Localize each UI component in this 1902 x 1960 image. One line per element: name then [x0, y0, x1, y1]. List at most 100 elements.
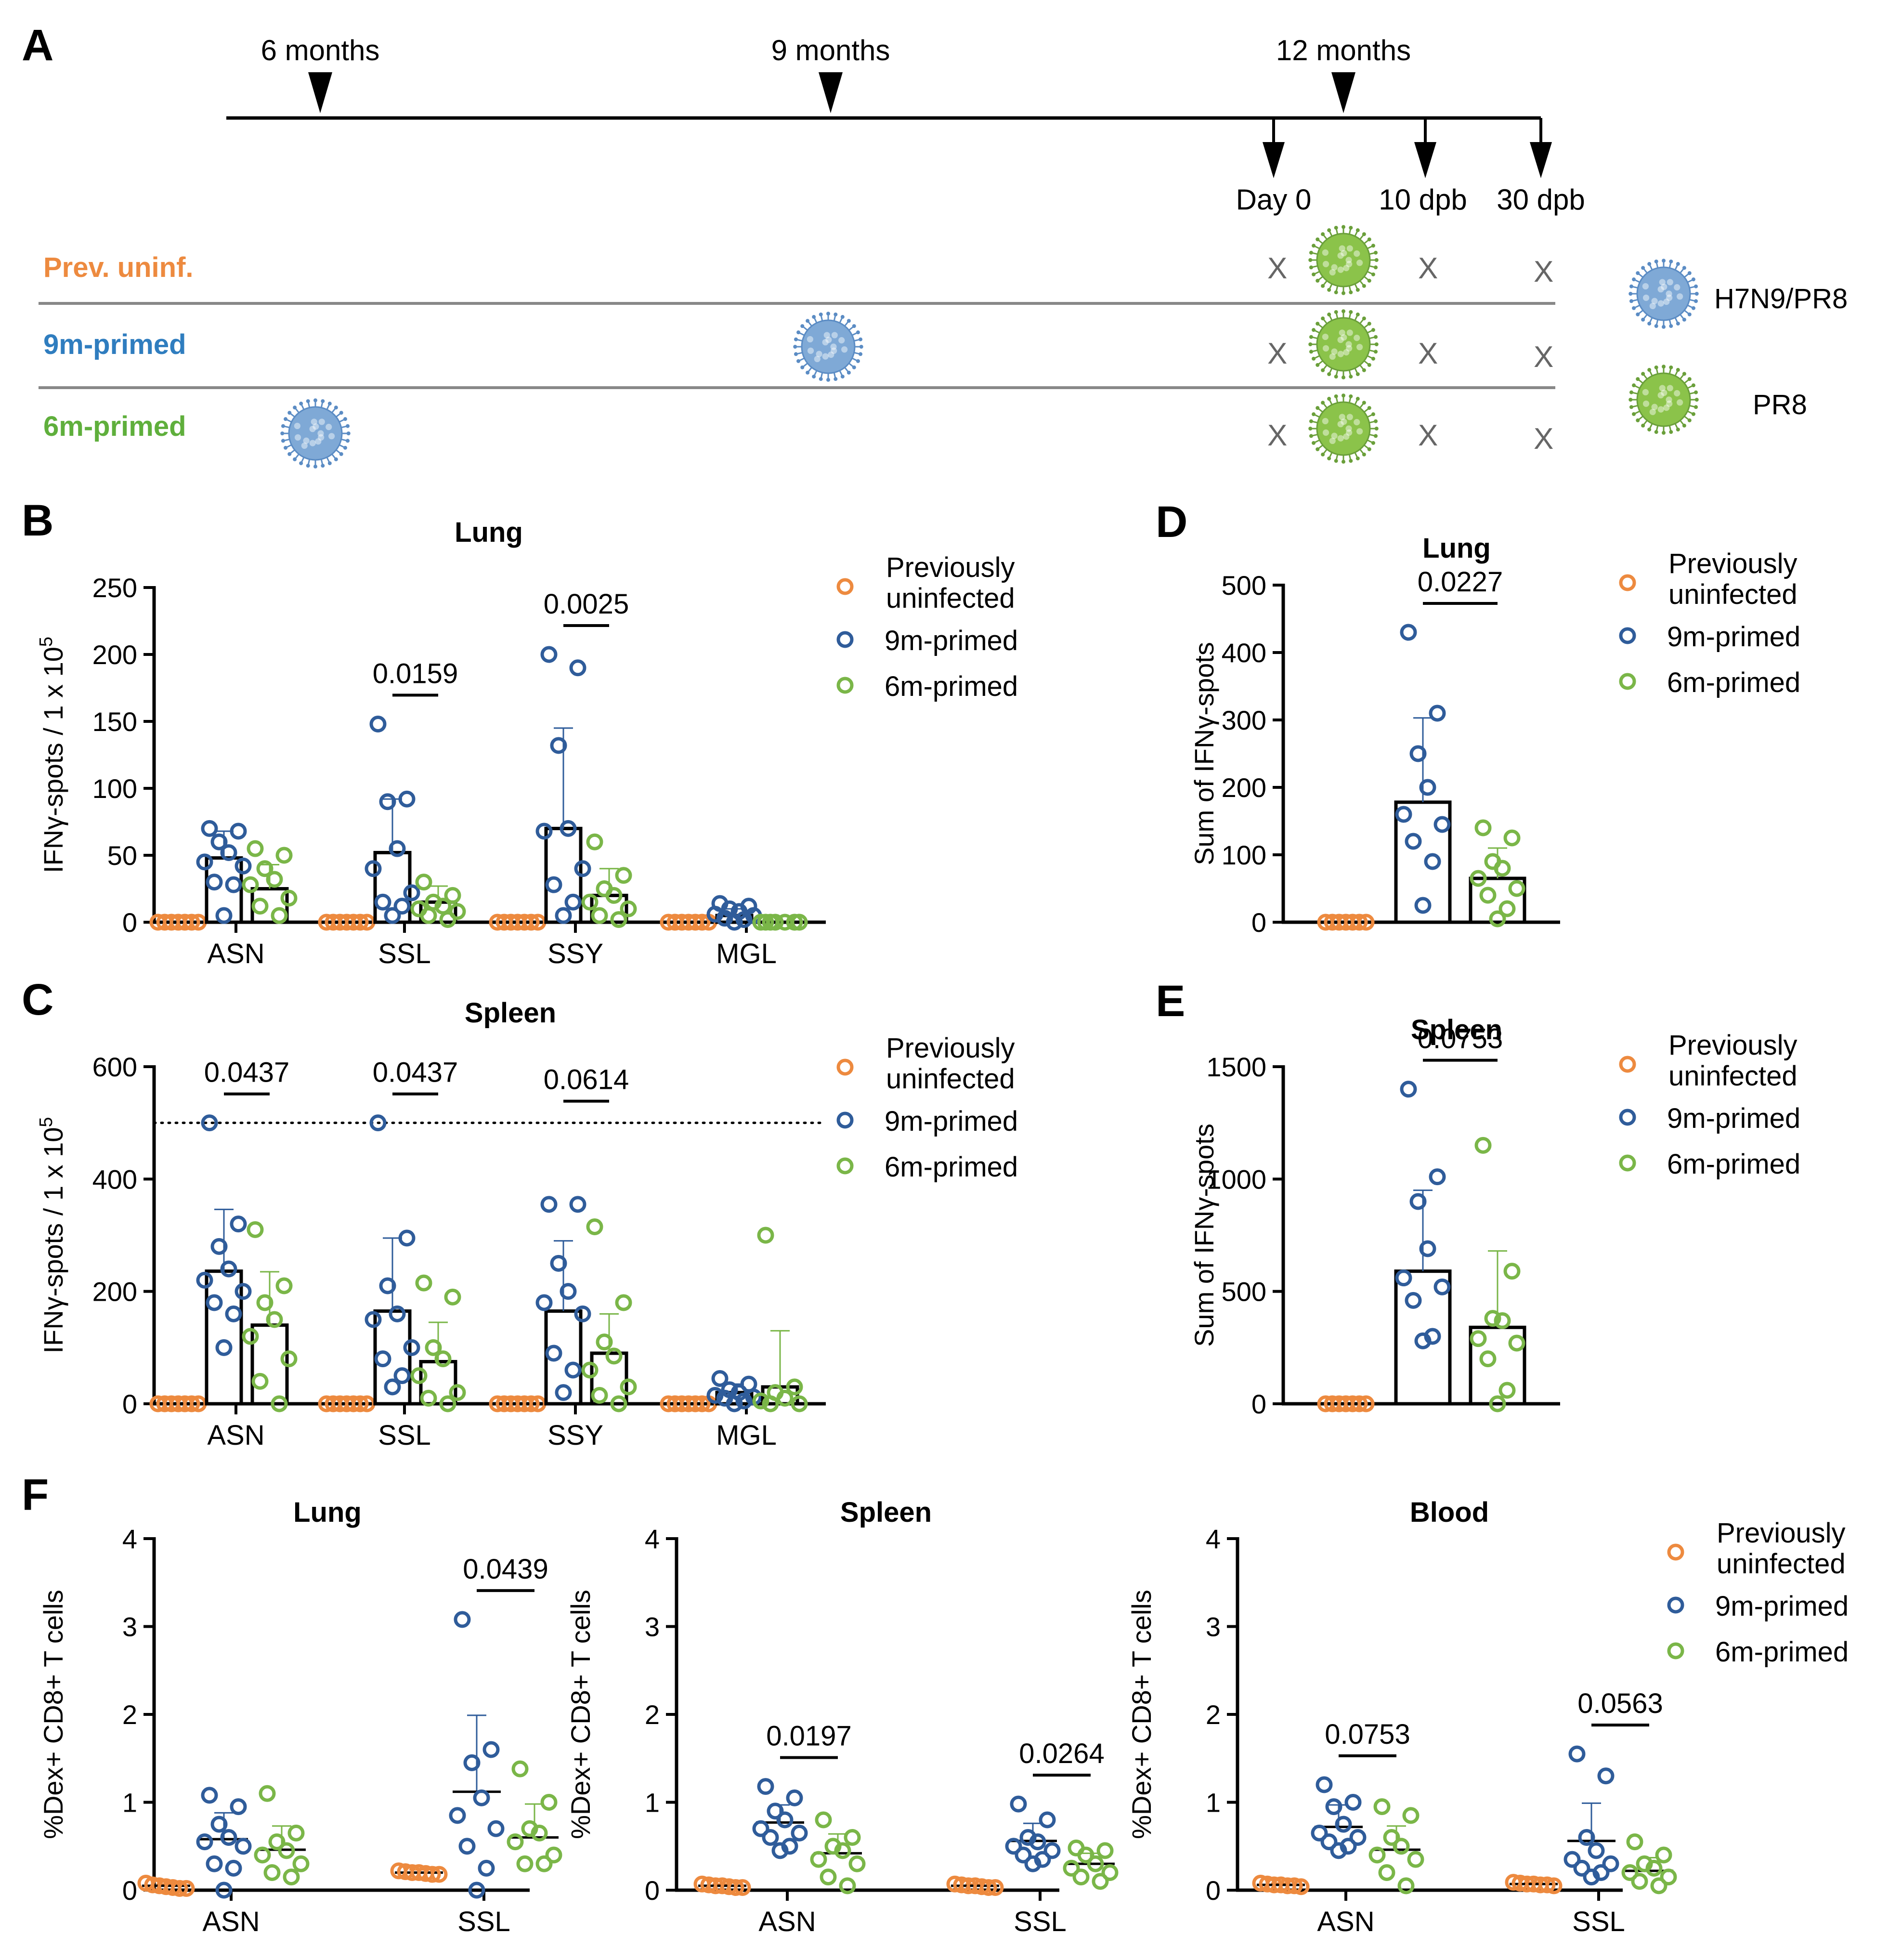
virus-spike-tip — [1349, 225, 1353, 230]
y-axis-label-text: IFNγ-spots / 1 x 10 — [38, 647, 68, 873]
virus-texture — [1322, 429, 1329, 436]
virus-texture — [831, 347, 837, 354]
legend-marker-m6 — [836, 1157, 854, 1175]
data-point-m9 — [379, 1277, 396, 1294]
chart-panel-f3: Blood 0 1 2 3 4 %Dex+ CD8+ T cells ASN SSL 0.0753… — [1126, 1497, 1849, 1937]
virus-spike-tip — [1371, 328, 1375, 332]
data-point-m6 — [848, 1855, 866, 1872]
virus-spike-tip — [346, 431, 351, 435]
virus-spike-tip — [1316, 322, 1320, 326]
virus-spike-tip — [1632, 306, 1636, 310]
data-point-m9 — [365, 860, 382, 877]
data-point-m9 — [1330, 1842, 1347, 1859]
virus-texture — [317, 430, 324, 437]
y-axis-label: Sum of IFNγ-spots — [1189, 642, 1219, 865]
virus-spike-tip — [1362, 284, 1366, 288]
virus-texture — [1345, 257, 1352, 263]
y-tick-label: 1500 — [1206, 1052, 1266, 1082]
virus-spike-tip — [1641, 266, 1645, 270]
virus-spike-tip — [796, 359, 801, 363]
virus-spike-tip — [1687, 418, 1692, 422]
data-point-m6 — [1660, 1869, 1677, 1886]
virus-spike-tip — [1309, 350, 1313, 354]
virus-spike-tip — [1629, 405, 1633, 409]
data-point-m9 — [196, 1271, 213, 1289]
legend-label: uninfected — [886, 1063, 1015, 1095]
virus-spike-tip — [1342, 375, 1345, 379]
legend-virus-pr8-label: PR8 — [1753, 389, 1807, 420]
virus-spike-tip — [1334, 459, 1338, 463]
virus-spike-tip — [840, 315, 845, 319]
chart-panel-e: E Spleen 0 500 1000 1500 Sum of IFNγ-spots 0.07… — [1156, 977, 1800, 1419]
data-point-m9 — [398, 1229, 416, 1247]
y-tick-label: 600 — [92, 1052, 137, 1082]
virus-spike-tip — [852, 324, 856, 328]
virus-spike-tip — [1374, 250, 1378, 255]
virus-texture — [1331, 432, 1338, 439]
virus-spike-tip — [287, 452, 292, 456]
data-point-m6 — [531, 1824, 548, 1842]
y-tick-label: 3 — [645, 1612, 660, 1642]
virus-spike-tip — [1694, 405, 1698, 409]
data-point-m6 — [596, 1333, 613, 1351]
virus-spike-tip — [800, 365, 805, 369]
timepoint-9-months: 9 months — [771, 34, 890, 66]
data-point-m9 — [1419, 1240, 1436, 1257]
data-point-m6 — [434, 1350, 452, 1368]
data-point-m6 — [1072, 1869, 1090, 1886]
data-point-prev — [1357, 914, 1375, 931]
data-point-m9 — [1039, 1811, 1056, 1829]
data-point-m6 — [762, 914, 779, 931]
y-tick-label: 4 — [645, 1524, 660, 1554]
data-point-m9 — [230, 823, 247, 840]
virus-blue-icon — [1628, 259, 1699, 329]
chart-title: Lung — [293, 1497, 362, 1528]
virus-texture — [1331, 264, 1338, 271]
data-point-m6 — [420, 907, 437, 924]
group-label-6m-primed: 6m-primed — [43, 411, 186, 442]
arrowhead-6-months — [308, 72, 332, 113]
data-point-m9 — [545, 1345, 562, 1362]
data-point-m9 — [225, 1305, 242, 1322]
bar-m9 — [373, 1309, 412, 1406]
legend-label: 9m-primed — [885, 625, 1018, 656]
virus-spike-tip — [1632, 383, 1636, 388]
data-point-m6 — [1631, 1873, 1648, 1890]
virus-spike-tip — [1374, 258, 1379, 262]
arrowhead-12-months — [1331, 72, 1355, 113]
virus-spike-tip — [1629, 284, 1633, 288]
data-point-m6 — [535, 1855, 553, 1872]
data-point-m6 — [591, 1387, 608, 1404]
virus-spike-tip — [1342, 393, 1345, 398]
y-tick-label: 0 — [1206, 1875, 1221, 1906]
data-point-m9 — [1015, 1846, 1032, 1864]
day-0-label: Day 0 — [1236, 183, 1312, 216]
data-point-m6 — [444, 1288, 461, 1306]
data-point-m6 — [256, 1294, 274, 1311]
virus-spike-tip — [1327, 313, 1331, 317]
data-point-m6 — [839, 1877, 856, 1895]
virus-spike-tip — [1334, 290, 1338, 295]
data-point-m6 — [620, 900, 637, 917]
legend-marker-m9 — [1619, 1109, 1636, 1126]
data-point-m9 — [555, 907, 572, 924]
data-point-m9 — [574, 860, 591, 877]
chart-panel-b: B Lung 0 50 100 150 200 250 IFNγ-spots / 1 x 105… — [22, 496, 1018, 969]
virus-layer — [280, 225, 1699, 469]
virus-spike-tip — [793, 345, 797, 349]
virus-texture — [1337, 351, 1344, 357]
data-point-m9 — [540, 646, 558, 663]
legend-label: 6m-primed — [1667, 1149, 1800, 1180]
virus-texture — [1356, 260, 1363, 266]
virus-texture — [326, 424, 332, 431]
dpb30-label: 30 dpb — [1497, 183, 1585, 216]
virus-texture — [315, 438, 322, 445]
p-value-label: 0.0227 — [1418, 566, 1503, 598]
chart-title: Lung — [455, 517, 523, 548]
virus-spike-tip — [1362, 401, 1366, 405]
virus-spike-tip — [293, 457, 297, 461]
data-point-m9 — [210, 1816, 228, 1833]
data-point-prev — [980, 1879, 997, 1896]
data-point-m9 — [1424, 853, 1441, 870]
virus-texture — [1339, 245, 1345, 252]
